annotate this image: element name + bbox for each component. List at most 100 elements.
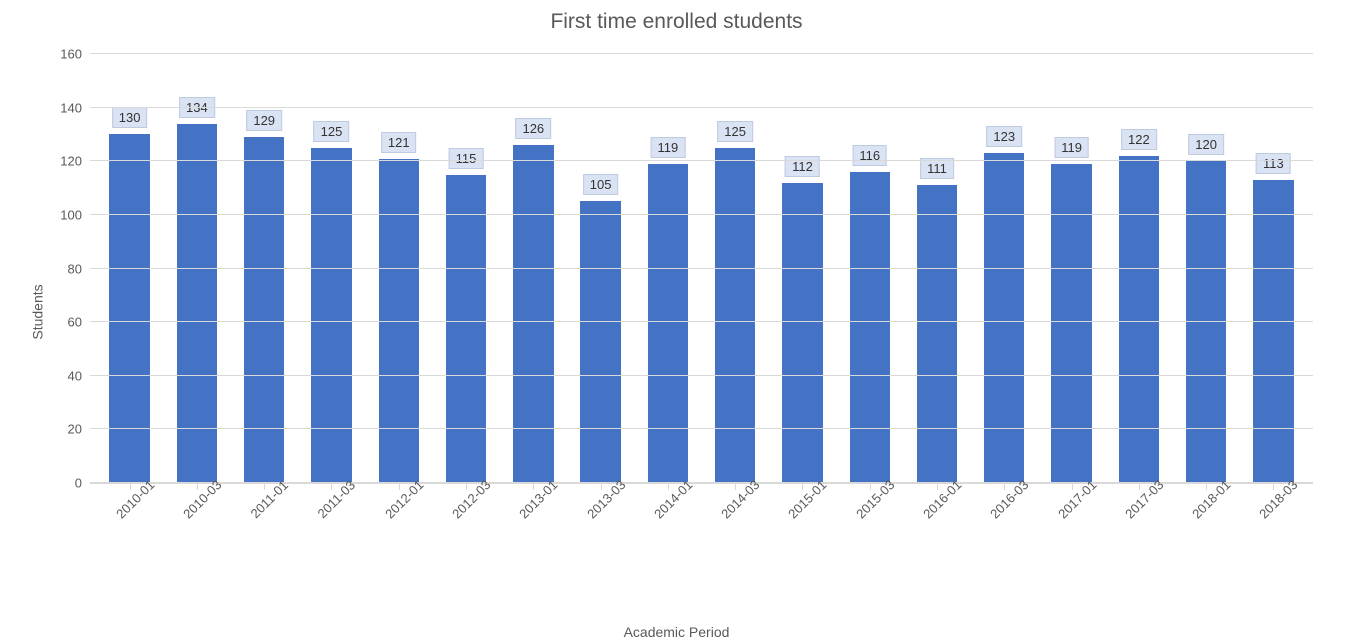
bar-slot: 122	[1105, 54, 1172, 483]
bar: 112	[782, 183, 822, 483]
bar-value-label: 129	[246, 110, 282, 131]
bar-value-label: 121	[381, 132, 417, 153]
bar-slot: 105	[567, 54, 634, 483]
bar-slot: 113	[1240, 54, 1307, 483]
x-tick-label: 2017-03	[1122, 477, 1166, 521]
y-tick-label: 40	[68, 368, 90, 383]
bar-slot: 126	[500, 54, 567, 483]
x-tick: 2017-01	[1038, 484, 1105, 554]
bar: 120	[1186, 161, 1226, 483]
bar: 119	[648, 164, 688, 483]
bar: 105	[580, 201, 620, 483]
gridline	[90, 268, 1313, 269]
bar: 122	[1119, 156, 1159, 483]
bar-value-label: 123	[986, 126, 1022, 147]
plot-area: 130 134 129 125 121 115 126 105 119 125 112 116 111 1…	[90, 54, 1313, 484]
x-tick: 2018-01	[1173, 484, 1240, 554]
x-tick: 2012-01	[365, 484, 432, 554]
x-tick-label: 2018-03	[1257, 477, 1301, 521]
x-tick: 2014-03	[702, 484, 769, 554]
bar-slot: 115	[432, 54, 499, 483]
bar: 130	[109, 134, 149, 483]
bar-value-label: 105	[583, 174, 619, 195]
y-tick-label: 100	[60, 207, 90, 222]
x-tick-label: 2017-01	[1055, 477, 1099, 521]
y-tick-label: 80	[68, 261, 90, 276]
bar: 116	[850, 172, 890, 483]
x-tick: 2011-03	[298, 484, 365, 554]
bar-value-label: 120	[1188, 134, 1224, 155]
x-tick-label: 2018-01	[1189, 477, 1233, 521]
chart-container: First time enrolled students Students 13…	[0, 0, 1353, 624]
x-tick-mark	[601, 484, 602, 490]
bar: 111	[917, 185, 957, 483]
x-tick-mark	[130, 484, 131, 490]
bar-slot: 129	[231, 54, 298, 483]
bar-value-label: 119	[1054, 137, 1089, 158]
x-tick-mark	[1206, 484, 1207, 490]
gridline	[90, 107, 1313, 108]
bar-slot: 119	[634, 54, 701, 483]
bar-value-label: 122	[1121, 129, 1157, 150]
bars-container: 130 134 129 125 121 115 126 105 119 125 112 116 111 1…	[90, 54, 1313, 483]
bar-slot: 125	[298, 54, 365, 483]
x-tick-label: 2010-01	[113, 477, 157, 521]
x-tick-mark	[802, 484, 803, 490]
y-tick-label: 160	[60, 47, 90, 62]
x-tick-mark	[1004, 484, 1005, 490]
x-tick-label: 2015-03	[853, 477, 897, 521]
x-tick-label: 2015-01	[786, 477, 830, 521]
gridline	[90, 321, 1313, 322]
x-tick-label: 2011-01	[248, 477, 292, 521]
bar: 123	[984, 153, 1024, 483]
x-tick-label: 2013-01	[516, 477, 560, 521]
bar-value-label: 115	[449, 148, 484, 169]
bar-slot: 119	[1038, 54, 1105, 483]
x-axis-label: Academic Period	[20, 624, 1333, 640]
y-tick-label: 120	[60, 154, 90, 169]
bar-slot: 112	[769, 54, 836, 483]
x-tick: 2012-03	[432, 484, 499, 554]
chart-title: First time enrolled students	[20, 10, 1333, 34]
x-tick-mark	[399, 484, 400, 490]
x-tick-mark	[466, 484, 467, 490]
gridline	[90, 214, 1313, 215]
bar: 125	[715, 148, 755, 483]
x-tick-mark	[331, 484, 332, 490]
x-tick-mark	[1139, 484, 1140, 490]
x-tick-label: 2011-03	[315, 477, 359, 521]
bar-slot: 111	[903, 54, 970, 483]
bar: 125	[311, 148, 351, 483]
x-tick: 2017-03	[1105, 484, 1172, 554]
bar-slot: 120	[1173, 54, 1240, 483]
x-tick: 2010-03	[163, 484, 230, 554]
y-tick-label: 0	[75, 476, 90, 491]
bar-value-label: 126	[515, 118, 551, 139]
bar-value-label: 112	[785, 156, 820, 177]
x-tick-label: 2013-03	[584, 477, 628, 521]
bar-value-label: 113	[1256, 153, 1291, 174]
y-tick-label: 140	[60, 100, 90, 115]
y-axis-label: Students	[30, 284, 46, 339]
y-tick-label: 60	[68, 315, 90, 330]
x-tick-mark	[1273, 484, 1274, 490]
x-tick: 2014-01	[634, 484, 701, 554]
bar: 126	[513, 145, 553, 483]
x-tick: 2013-01	[500, 484, 567, 554]
x-tick: 2016-01	[903, 484, 970, 554]
x-tick-label: 2012-01	[382, 477, 426, 521]
bar-value-label: 125	[717, 121, 753, 142]
x-tick-label: 2012-03	[449, 477, 493, 521]
x-tick: 2016-03	[971, 484, 1038, 554]
bar-slot: 130	[96, 54, 163, 483]
bar-value-label: 116	[852, 145, 887, 166]
x-tick: 2011-01	[231, 484, 298, 554]
plot-wrapper: 130 134 129 125 121 115 126 105 119 125 112 116 111 1…	[90, 54, 1313, 484]
bar-value-label: 119	[651, 137, 686, 158]
bar: 119	[1051, 164, 1091, 483]
bar-slot: 116	[836, 54, 903, 483]
bar-slot: 134	[163, 54, 230, 483]
bar: 115	[446, 175, 486, 483]
x-tick-label: 2016-01	[920, 477, 964, 521]
gridline	[90, 53, 1313, 54]
